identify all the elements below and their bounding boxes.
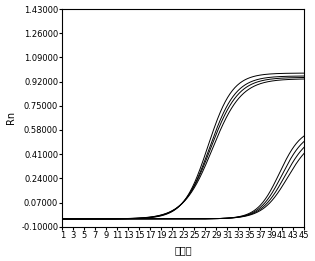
X-axis label: 循环数: 循环数 <box>175 245 192 256</box>
Y-axis label: Rn: Rn <box>6 111 15 124</box>
